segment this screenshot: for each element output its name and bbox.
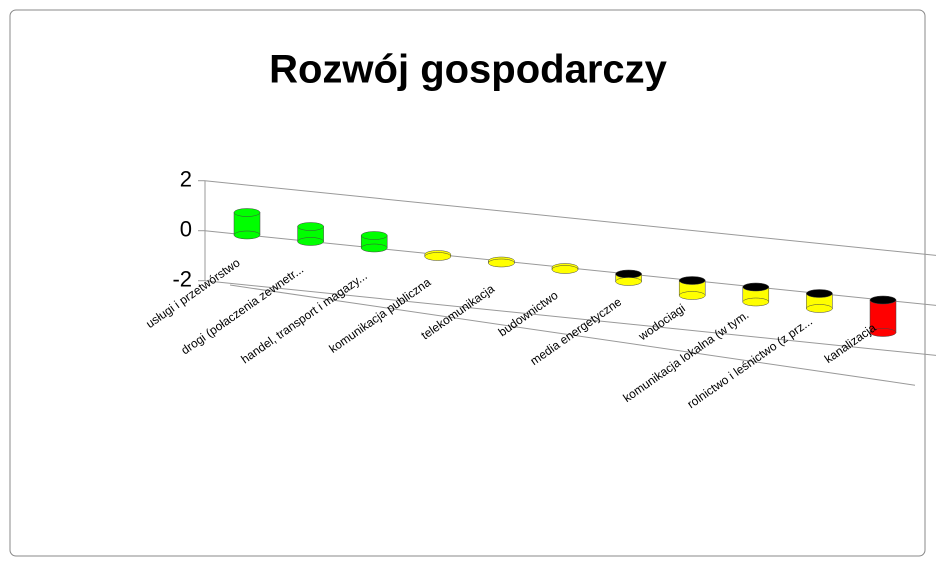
bar-base	[424, 252, 452, 261]
chart-frame	[9, 9, 926, 557]
bar-base	[551, 265, 579, 274]
y-tick-label: 0	[180, 217, 192, 242]
bar-cap	[678, 276, 706, 285]
y-tick-label: -2	[172, 267, 192, 292]
bar-cap	[742, 282, 770, 292]
grid-line	[204, 230, 936, 306]
bar-base	[233, 230, 261, 240]
grid-line	[204, 180, 936, 256]
bar-base	[488, 258, 515, 268]
bar-cap	[297, 222, 324, 231]
bar-base	[297, 237, 324, 246]
bar-cap	[233, 208, 261, 217]
bar-base	[806, 304, 833, 313]
bar-base	[869, 328, 897, 337]
bar-base	[742, 297, 770, 307]
bar-base	[678, 291, 706, 300]
bar-base	[360, 243, 388, 253]
bar	[869, 299, 897, 333]
bar-base	[615, 277, 642, 286]
chart-title: Rozwój gospodarczy	[269, 48, 668, 92]
floor-line	[229, 284, 916, 386]
y-tick-label: 2	[180, 167, 192, 192]
grid-line	[204, 280, 936, 356]
bar-cap	[360, 231, 388, 240]
bar-cap	[806, 289, 833, 298]
bar-cap	[615, 269, 642, 279]
bar-cap	[869, 295, 897, 305]
